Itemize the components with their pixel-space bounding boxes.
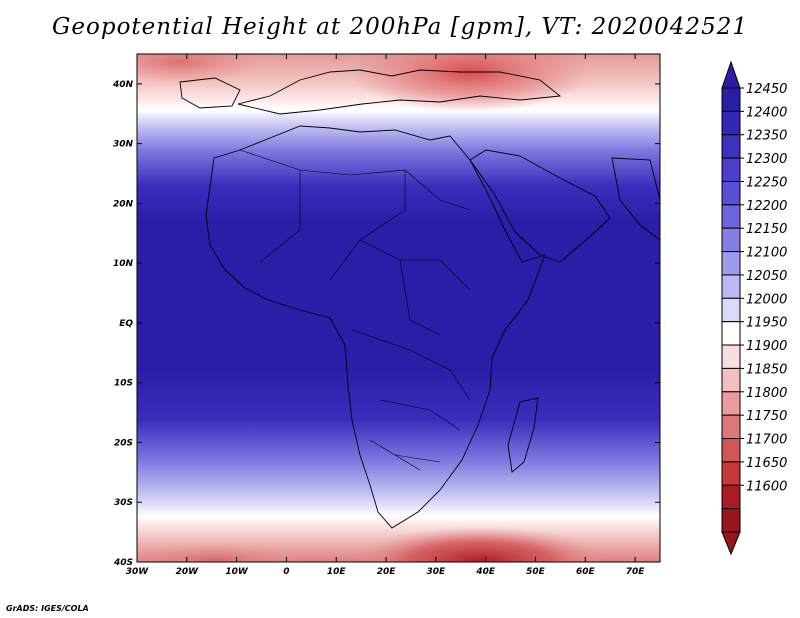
- colorbar-box: [721, 438, 741, 463]
- colorbar-box: [721, 251, 741, 276]
- lat-label: 10N: [113, 259, 134, 269]
- colorbar-label: 12400: [746, 105, 787, 120]
- colorbar-box: [721, 414, 741, 440]
- colorbar-box: [721, 87, 741, 112]
- africa-coast: [205, 125, 546, 529]
- lat-label: 40N: [112, 80, 134, 90]
- lat-label: 20S: [114, 438, 133, 448]
- colorbar-box: [721, 134, 741, 159]
- india-coast: [611, 157, 660, 241]
- colorbar-box: [721, 204, 741, 229]
- lon-label: 10W: [225, 567, 249, 577]
- colorbar-box: [721, 157, 741, 182]
- madagascar-coast: [507, 397, 539, 473]
- chart-title: Geopotential Height at 200hPa [gpm], VT:…: [52, 14, 748, 40]
- lon-label: 50E: [526, 567, 546, 577]
- lat-label: 30N: [113, 140, 134, 150]
- lon-label: 10E: [327, 567, 347, 577]
- map-frame: [136, 53, 661, 563]
- lon-label: 30W: [126, 567, 150, 577]
- colorbar-box: [721, 110, 741, 136]
- colorbar-label: 11900: [746, 339, 787, 354]
- lon-label: 60E: [576, 567, 596, 577]
- colorbar-label: 11850: [746, 362, 787, 377]
- colorbar-label: 11600: [746, 479, 787, 494]
- colorbar-box: [721, 508, 741, 533]
- lon-label: 40E: [475, 567, 496, 577]
- colorbar-box: [721, 180, 741, 206]
- colorbar-label: 12150: [746, 222, 787, 237]
- colorbar-bottom-arrow: [721, 531, 741, 556]
- colorbar-label: 12100: [746, 246, 787, 261]
- colorbar-box: [721, 274, 741, 299]
- europe-coast: [237, 69, 562, 115]
- lon-label: 30E: [427, 567, 447, 577]
- colorbar-label: 11750: [746, 409, 787, 424]
- lon-label: 0: [283, 567, 289, 577]
- colorbar-label: 12000: [746, 292, 787, 307]
- lat-label: 10S: [114, 379, 133, 389]
- colorbar-box: [721, 344, 741, 369]
- lon-label: 20W: [176, 567, 200, 577]
- colorbar-label: 12200: [746, 199, 787, 214]
- colorbar-label: 11650: [746, 456, 787, 471]
- colorbar-label: 12300: [746, 152, 787, 167]
- colorbar-box: [721, 484, 741, 510]
- height-field: [137, 54, 660, 562]
- colorbar-box: [721, 227, 741, 253]
- grads-credit: GrADS: IGES/COLA: [6, 604, 89, 613]
- colorbar-label: 11800: [746, 386, 787, 401]
- arabia-coast: [469, 149, 611, 263]
- colorbar-label: 12050: [746, 269, 787, 284]
- lat-label: 20N: [113, 199, 134, 209]
- colorbar-box: [721, 321, 741, 346]
- colorbar-label: 12250: [746, 175, 787, 190]
- colorbar-box: [721, 367, 741, 393]
- lat-label: 30S: [114, 498, 133, 508]
- colorbar-box: [721, 297, 741, 323]
- colorbar-label: 11950: [746, 316, 787, 331]
- colorbar-label: 11700: [746, 433, 787, 448]
- coastlines: [179, 69, 660, 529]
- colorbar-label: 12450: [746, 82, 787, 97]
- lon-label: 20E: [377, 567, 397, 577]
- colorbar-box: [721, 391, 741, 416]
- borders: [239, 149, 471, 471]
- colorbar-label: 12350: [746, 129, 787, 144]
- map-axes: 30W 20W 10W 0 10E 20E 30E 40E 50E 60E 70E 40N 30N 20N…: [112, 54, 660, 577]
- lat-label: EQ: [119, 319, 133, 329]
- lon-label: 70E: [626, 567, 646, 577]
- colorbar-box: [721, 461, 741, 486]
- colorbar-top-arrow: [721, 60, 741, 89]
- iberia-coast: [179, 77, 241, 109]
- lat-label: 40S: [113, 558, 133, 568]
- colorbar: 12450 12400 12350 12300 12250 12200 12150 12100…: [721, 60, 787, 556]
